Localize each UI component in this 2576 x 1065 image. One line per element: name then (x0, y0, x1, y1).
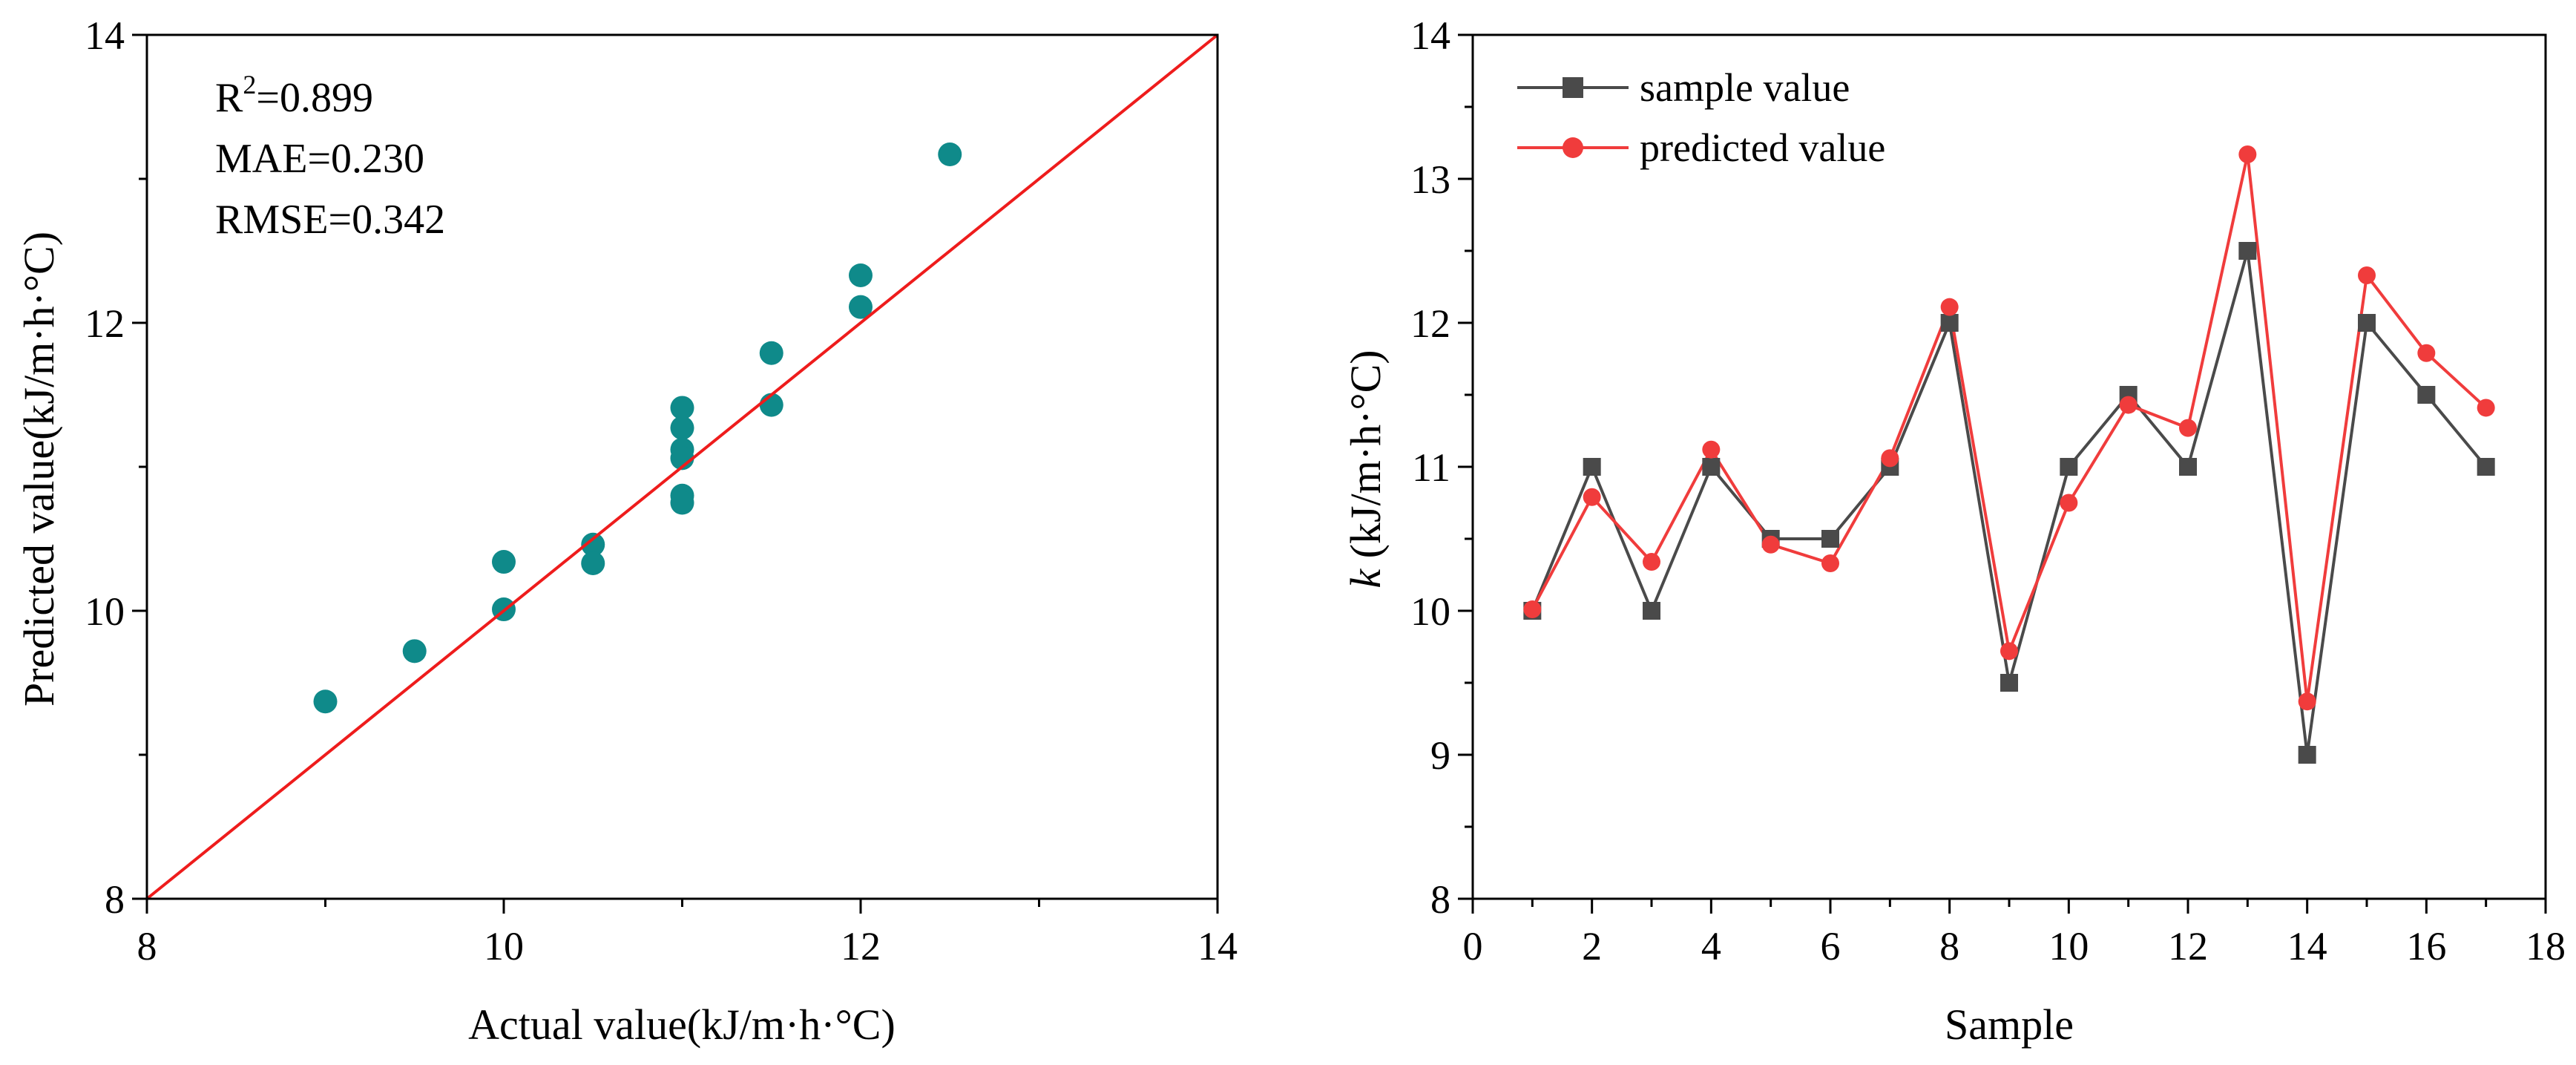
sample-value-marker (1940, 314, 1959, 332)
sample-value-marker (1643, 602, 1660, 620)
mae-stat: MAE=0.230 (215, 136, 424, 182)
line-x-tick-label: 8 (1939, 924, 1959, 969)
line-y-tick-label: 10 (1410, 589, 1450, 634)
line-x-tick-label: 6 (1821, 924, 1841, 969)
legend-predicted-label: predicted value (1640, 125, 1885, 170)
predicted-value-marker (2298, 692, 2316, 711)
predicted-value-marker (2119, 396, 2138, 414)
scatter-point (670, 416, 694, 440)
scatter-x-tick-label: 8 (137, 924, 157, 969)
scatter-stats-annotation: R2=0.899 MAE=0.230 RMSE=0.342 (215, 70, 445, 243)
line-y-tick-label: 8 (1430, 877, 1450, 922)
sample-value-marker (2477, 458, 2495, 476)
predicted-value-marker (1643, 553, 1660, 571)
predicted-value-marker (1881, 449, 1899, 468)
scatter-point (670, 396, 694, 420)
line-x-tick-label: 12 (2168, 924, 2208, 969)
sample-value-marker (2238, 242, 2257, 260)
line-y-tick-label: 9 (1430, 733, 1450, 778)
scatter-point (849, 263, 873, 287)
predicted-value-marker (2238, 145, 2257, 164)
scatter-point (938, 142, 962, 167)
line-x-tick-label: 4 (1701, 924, 1721, 969)
predicted-value-marker (1761, 535, 1780, 554)
scatter-x-tick-label: 12 (841, 924, 881, 969)
legend-predicted-marker (1563, 137, 1583, 158)
scatter-point (402, 639, 427, 663)
r2-value: =0.899 (256, 75, 373, 121)
scatter-y-tick-label: 10 (85, 589, 125, 634)
predicted-value-marker (2358, 266, 2376, 284)
predicted-value-marker (1821, 554, 1839, 572)
line-y-tick-label: 12 (1410, 301, 1450, 346)
line-y-tick-label: 14 (1410, 13, 1450, 58)
line-y-axis-label: k (kJ/m·h·°C) (1341, 350, 1390, 588)
predicted-value-marker (2179, 419, 2197, 437)
line-y-tick-label: 11 (1412, 445, 1450, 490)
scatter-y-tick-label: 8 (105, 877, 125, 922)
predicted-value-marker (1523, 600, 1542, 619)
line-x-tick-label: 0 (1463, 924, 1483, 969)
scatter-panel: 8 10 12 14 8 10 12 14 R2=0.899 MAE=0.230 RMSE=0… (15, 13, 1238, 1049)
line-x-tick-label: 2 (1582, 924, 1602, 969)
scatter-point (581, 551, 605, 575)
scatter-point (492, 550, 516, 574)
scatter-point (581, 532, 605, 557)
sample-value-marker (2298, 746, 2316, 764)
line-y-tick-label: 13 (1410, 157, 1450, 202)
sample-value-marker (2358, 314, 2376, 332)
sample-value-marker (2060, 458, 2078, 476)
predicted-value-marker (1702, 440, 1721, 459)
predicted-value-marker (2417, 344, 2436, 362)
sample-value-marker (1821, 530, 1839, 548)
line-ticks: 0 2 4 6 8 10 12 14 16 18 8 9 10 11 12 13 14 (1410, 13, 2566, 969)
sample-value-marker (2179, 458, 2197, 476)
line-series (1523, 145, 2495, 764)
r2-stat: R2=0.899 (215, 70, 373, 121)
legend-sample-marker (1563, 77, 1583, 98)
scatter-point (313, 689, 338, 714)
sample-value-marker (1702, 458, 1721, 476)
scatter-point (670, 491, 694, 515)
line-x-tick-label: 14 (2287, 924, 2327, 969)
scatter-y-tick-label: 14 (85, 13, 125, 58)
predicted-value-marker (2060, 494, 2078, 512)
line-x-tick-label: 10 (2048, 924, 2089, 969)
scatter-x-tick-label: 10 (484, 924, 524, 969)
scatter-point (670, 446, 694, 471)
line-x-tick-label: 16 (2406, 924, 2446, 969)
legend: sample value predicted value (1517, 65, 1885, 170)
scatter-x-tick-label: 14 (1197, 924, 1238, 969)
predicted-value-marker (1583, 488, 1601, 506)
line-panel: 0 2 4 6 8 10 12 14 16 18 8 9 10 11 12 13 14 sample value… (1341, 13, 2566, 1049)
line-y-axis-k: k (1341, 568, 1390, 589)
scatter-ticks: 8 10 12 14 8 10 12 14 (85, 13, 1238, 969)
line-y-axis-units: (kJ/m·h·°C) (1341, 350, 1390, 568)
scatter-y-axis-label: Predicted value(kJ/m·h·°C) (15, 232, 63, 707)
r2-superscript: 2 (243, 70, 256, 99)
legend-sample-label: sample value (1640, 65, 1850, 110)
scatter-x-axis-label: Actual value(kJ/m·h·°C) (468, 1000, 896, 1049)
rmse-stat: RMSE=0.342 (215, 197, 445, 243)
scatter-y-tick-label: 12 (85, 301, 125, 346)
sample-value-marker (1583, 458, 1601, 476)
line-x-axis-label: Sample (1945, 1000, 2074, 1049)
predicted-value-line (1531, 154, 2488, 702)
sample-value-marker (2000, 674, 2018, 692)
scatter-point (759, 341, 783, 365)
r2-symbol: R (215, 75, 243, 121)
sample-value-marker (2417, 386, 2436, 404)
line-plot-frame (1471, 33, 2547, 900)
line-x-tick-label: 18 (2526, 924, 2566, 969)
predicted-value-marker (1940, 298, 1959, 316)
reference-line-y-equals-x (145, 33, 1219, 900)
predicted-value-marker (2477, 399, 2495, 417)
predicted-value-marker (2000, 642, 2018, 661)
scatter-point (849, 295, 873, 319)
